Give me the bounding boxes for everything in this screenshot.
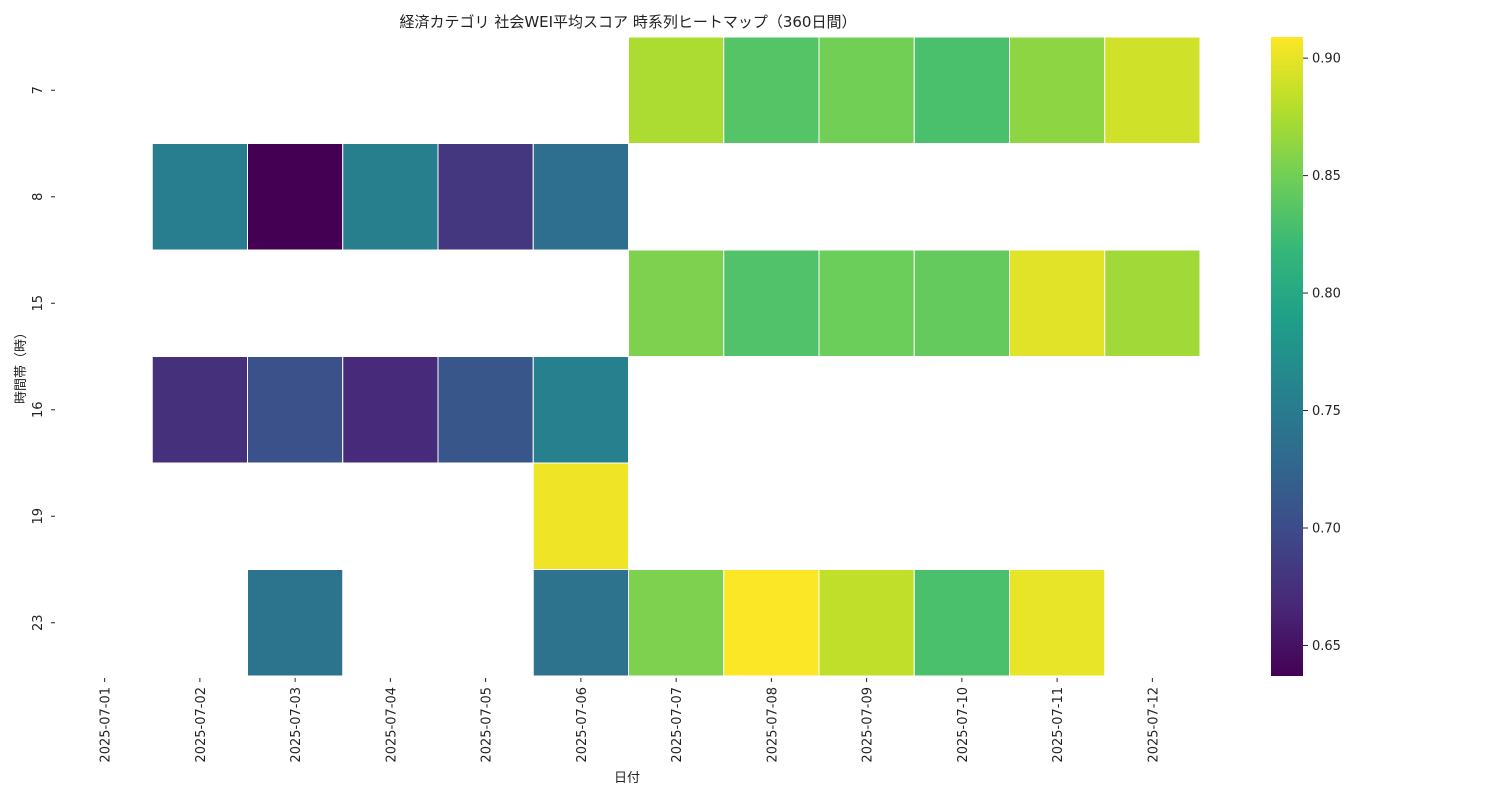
- heatmap-cell-8-2025-07-02: [151, 143, 248, 251]
- heatmap-cell-16-2025-07-02: [151, 356, 248, 464]
- heatmap-cell-15-2025-07-12: [1104, 249, 1201, 357]
- colorbar-tick-label: 0.70: [1312, 521, 1341, 536]
- chart-title: 経済カテゴリ 社会WEI平均スコア 時系列ヒートマップ（360日間）: [400, 13, 857, 31]
- x-tick-label: 2025-07-02: [194, 687, 209, 763]
- heatmap-cell-16-2025-07-03: [247, 356, 344, 464]
- heatmap-cell-23-2025-07-09: [818, 569, 915, 677]
- x-tick-label: 2025-07-06: [575, 687, 590, 763]
- x-tick-label: 2025-07-03: [289, 687, 304, 763]
- colorbar: 0.65 0.70 0.75 0.80 0.85 0.90: [1271, 37, 1341, 676]
- heatmap-cell-23-2025-07-10: [913, 569, 1010, 677]
- y-tick-label: 19: [31, 508, 46, 525]
- colorbar-tick-label: 0.85: [1312, 169, 1341, 184]
- heatmap-cell-7-2025-07-08: [723, 36, 820, 144]
- y-tick-label: 7: [31, 86, 46, 94]
- heatmap-cell-23-2025-07-06: [532, 569, 629, 677]
- heatmap-cell-15-2025-07-07: [628, 249, 725, 357]
- heatmap-cell-23-2025-07-07: [628, 569, 725, 677]
- heatmap-cell-7-2025-07-09: [818, 36, 915, 144]
- y-axis: 7 8 15 16 19 23: [31, 86, 55, 631]
- heatmap-cell-19-2025-07-06: [532, 462, 629, 570]
- heatmap-cell-16-2025-07-04: [342, 356, 439, 464]
- heatmap-cell-16-2025-07-06: [532, 356, 629, 464]
- colorbar-tick-label: 0.75: [1312, 404, 1341, 419]
- heatmap-cell-8-2025-07-06: [532, 143, 629, 251]
- colorbar-tick-label: 0.80: [1312, 287, 1341, 302]
- x-tick-label: 2025-07-10: [956, 687, 971, 763]
- heatmap-cell-7-2025-07-10: [913, 36, 1010, 144]
- heatmap-cell-7-2025-07-11: [1009, 36, 1106, 144]
- y-tick-label: 23: [31, 614, 46, 631]
- colorbar-tick-label: 0.90: [1312, 52, 1341, 67]
- colorbar-tick-label: 0.65: [1312, 639, 1341, 654]
- heatmap-cell-23-2025-07-11: [1009, 569, 1106, 677]
- heatmap-cell-15-2025-07-10: [913, 249, 1010, 357]
- heatmap-cell-15-2025-07-08: [723, 249, 820, 357]
- x-tick-label: 2025-07-04: [384, 687, 399, 763]
- x-tick-label: 2025-07-05: [480, 687, 495, 763]
- y-tick-label: 8: [31, 193, 46, 201]
- x-axis: 2025-07-01 2025-07-02 2025-07-03 2025-07-04…: [99, 678, 1161, 763]
- x-tick-label: 2025-07-12: [1146, 687, 1161, 763]
- x-tick-label: 2025-07-09: [861, 687, 876, 763]
- x-axis-title: 日付: [614, 771, 640, 786]
- heatmap-cell-23-2025-07-08: [723, 569, 820, 677]
- heatmap-cell-23-2025-07-03: [247, 569, 344, 677]
- heatmap-cell-8-2025-07-05: [437, 143, 534, 251]
- x-tick-label: 2025-07-07: [670, 687, 685, 763]
- y-tick-label: 16: [31, 401, 46, 418]
- x-tick-label: 2025-07-08: [765, 687, 780, 763]
- heatmap-cells: [151, 36, 1201, 677]
- y-tick-label: 15: [31, 295, 46, 312]
- y-axis-title: 時間帯（時）: [14, 326, 29, 404]
- heatmap-cell-8-2025-07-03: [247, 143, 344, 251]
- x-tick-label: 2025-07-11: [1051, 687, 1066, 763]
- heatmap-cell-16-2025-07-05: [437, 356, 534, 464]
- x-tick-label: 2025-07-01: [99, 687, 114, 763]
- heatmap-cell-15-2025-07-11: [1009, 249, 1106, 357]
- heatmap-cell-8-2025-07-04: [342, 143, 439, 251]
- heatmap-cell-7-2025-07-12: [1104, 36, 1201, 144]
- heatmap-cell-7-2025-07-07: [628, 36, 725, 144]
- colorbar-bar: [1271, 37, 1303, 676]
- heatmap-cell-15-2025-07-09: [818, 249, 915, 357]
